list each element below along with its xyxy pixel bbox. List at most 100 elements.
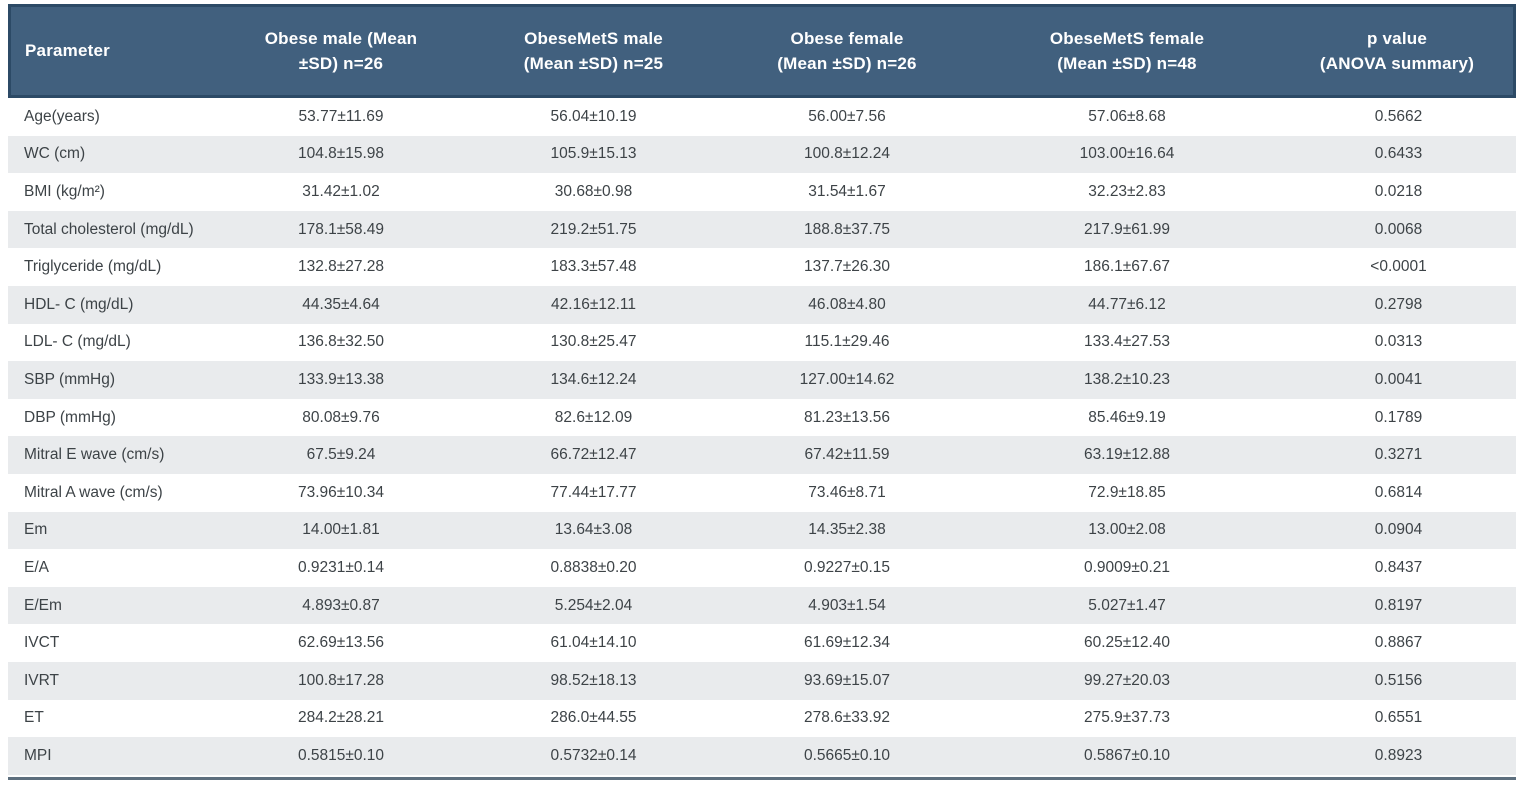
value-cell: 73.46±8.71 <box>721 473 973 512</box>
value-cell: 42.16±12.11 <box>466 285 721 324</box>
value-cell: 0.5662 <box>1281 98 1516 136</box>
value-cell: 0.5732±0.14 <box>466 737 721 775</box>
header-cell-obesemets-male: ObeseMetS male (Mean ±SD) n=25 <box>466 4 721 98</box>
parameter-cell: Total cholesterol (mg/dL) <box>8 210 216 249</box>
value-cell: 14.00±1.81 <box>216 511 466 550</box>
value-cell: 61.04±14.10 <box>466 624 721 662</box>
value-cell: 133.4±27.53 <box>973 323 1281 362</box>
value-cell: 0.8838±0.20 <box>466 549 721 587</box>
parameter-cell: E/Em <box>8 586 216 625</box>
table-header: Parameter Obese male (Mean ±SD) n=26 Obe… <box>8 4 1516 98</box>
table-row: SBP (mmHg) 133.9±13.38 134.6±12.24 127.00±1… <box>8 361 1516 399</box>
value-cell: 82.6±12.09 <box>466 398 721 437</box>
table-row: IVCT 62.69±13.56 61.04±14.10 61.69±12.34 60.… <box>8 624 1516 662</box>
header-row: Parameter Obese male (Mean ±SD) n=26 Obe… <box>8 4 1516 98</box>
value-cell: 0.8867 <box>1281 624 1516 662</box>
parameter-cell: HDL- C (mg/dL) <box>8 285 216 324</box>
parameter-cell: BMI (kg/m²) <box>8 173 216 211</box>
value-cell: 136.8±32.50 <box>216 323 466 362</box>
value-cell: 134.6±12.24 <box>466 361 721 399</box>
value-cell: 14.35±2.38 <box>721 511 973 550</box>
parameter-cell: MPI <box>8 737 216 775</box>
value-cell: 130.8±25.47 <box>466 323 721 362</box>
value-cell: 0.0068 <box>1281 210 1516 249</box>
value-cell: 44.77±6.12 <box>973 285 1281 324</box>
value-cell: 115.1±29.46 <box>721 323 973 362</box>
value-cell: 72.9±18.85 <box>973 473 1281 512</box>
parameter-cell: ET <box>8 699 216 738</box>
table-row: MPI 0.5815±0.10 0.5732±0.14 0.5665±0.10 0.58… <box>8 737 1516 775</box>
table-row: BMI (kg/m²) 31.42±1.02 30.68±0.98 31.54±1.6… <box>8 173 1516 211</box>
value-cell: 137.7±26.30 <box>721 248 973 286</box>
value-cell: 85.46±9.19 <box>973 398 1281 437</box>
parameter-cell: Age(years) <box>8 98 216 136</box>
table-body: Age(years) 53.77±11.69 56.04±10.19 56.00±7.… <box>8 98 1516 775</box>
value-cell: 0.6814 <box>1281 473 1516 512</box>
parameter-cell: DBP (mmHg) <box>8 398 216 437</box>
anova-summary-table: Parameter Obese male (Mean ±SD) n=26 Obe… <box>8 4 1516 775</box>
value-cell: 217.9±61.99 <box>973 210 1281 249</box>
value-cell: 5.027±1.47 <box>973 586 1281 625</box>
value-cell: 63.19±12.88 <box>973 436 1281 474</box>
table-row: ET 284.2±28.21 286.0±44.55 278.6±33.92 275.9… <box>8 699 1516 738</box>
table-row: E/A 0.9231±0.14 0.8838±0.20 0.9227±0.15 0.90… <box>8 549 1516 587</box>
value-cell: 286.0±44.55 <box>466 699 721 738</box>
header-cell-obese-male: Obese male (Mean ±SD) n=26 <box>216 4 466 98</box>
parameter-cell: LDL- C (mg/dL) <box>8 323 216 362</box>
table-row: WC (cm) 104.8±15.98 105.9±15.13 100.8±12.24… <box>8 135 1516 174</box>
value-cell: 103.00±16.64 <box>973 135 1281 174</box>
value-cell: 44.35±4.64 <box>216 285 466 324</box>
value-cell: 0.5867±0.10 <box>973 737 1281 775</box>
value-cell: 56.00±7.56 <box>721 98 973 136</box>
value-cell: 183.3±57.48 <box>466 248 721 286</box>
value-cell: 278.6±33.92 <box>721 699 973 738</box>
value-cell: 4.893±0.87 <box>216 586 466 625</box>
value-cell: 0.0904 <box>1281 511 1516 550</box>
value-cell: 100.8±17.28 <box>216 661 466 700</box>
parameter-cell: Triglyceride (mg/dL) <box>8 248 216 286</box>
value-cell: 30.68±0.98 <box>466 173 721 211</box>
value-cell: 57.06±8.68 <box>973 98 1281 136</box>
parameter-cell: Mitral A wave (cm/s) <box>8 473 216 512</box>
value-cell: 127.00±14.62 <box>721 361 973 399</box>
value-cell: 5.254±2.04 <box>466 586 721 625</box>
table-row: IVRT 100.8±17.28 98.52±18.13 93.69±15.07 99.… <box>8 661 1516 700</box>
parameter-cell: Em <box>8 511 216 550</box>
value-cell: 67.5±9.24 <box>216 436 466 474</box>
value-cell: 13.00±2.08 <box>973 511 1281 550</box>
value-cell: 46.08±4.80 <box>721 285 973 324</box>
value-cell: 100.8±12.24 <box>721 135 973 174</box>
value-cell: 0.6433 <box>1281 135 1516 174</box>
value-cell: 93.69±15.07 <box>721 661 973 700</box>
value-cell: 133.9±13.38 <box>216 361 466 399</box>
parameter-cell: SBP (mmHg) <box>8 361 216 399</box>
parameter-cell: Mitral E wave (cm/s) <box>8 436 216 474</box>
value-cell: 56.04±10.19 <box>466 98 721 136</box>
value-cell: 0.3271 <box>1281 436 1516 474</box>
header-cell-obesemets-female: ObeseMetS female (Mean ±SD) n=48 <box>973 4 1281 98</box>
value-cell: 81.23±13.56 <box>721 398 973 437</box>
value-cell: 0.0041 <box>1281 361 1516 399</box>
value-cell: 4.903±1.54 <box>721 586 973 625</box>
table-row: Mitral E wave (cm/s) 67.5±9.24 66.72±12.47… <box>8 436 1516 474</box>
value-cell: 61.69±12.34 <box>721 624 973 662</box>
table-row: Em 14.00±1.81 13.64±3.08 14.35±2.38 13.00±2.… <box>8 511 1516 550</box>
value-cell: 60.25±12.40 <box>973 624 1281 662</box>
value-cell: 0.5665±0.10 <box>721 737 973 775</box>
value-cell: 0.8197 <box>1281 586 1516 625</box>
value-cell: 31.54±1.67 <box>721 173 973 211</box>
value-cell: 132.8±27.28 <box>216 248 466 286</box>
value-cell: 0.9227±0.15 <box>721 549 973 587</box>
header-cell-p-value: p value (ANOVA summary) <box>1281 4 1516 98</box>
value-cell: 0.5156 <box>1281 661 1516 700</box>
table-row: LDL- C (mg/dL) 136.8±32.50 130.8±25.47 115.… <box>8 323 1516 362</box>
value-cell: 99.27±20.03 <box>973 661 1281 700</box>
value-cell: 178.1±58.49 <box>216 210 466 249</box>
value-cell: 67.42±11.59 <box>721 436 973 474</box>
value-cell: 0.9231±0.14 <box>216 549 466 587</box>
value-cell: 104.8±15.98 <box>216 135 466 174</box>
table-row: E/Em 4.893±0.87 5.254±2.04 4.903±1.54 5.027±… <box>8 586 1516 625</box>
parameter-cell: IVRT <box>8 661 216 700</box>
value-cell: 80.08±9.76 <box>216 398 466 437</box>
